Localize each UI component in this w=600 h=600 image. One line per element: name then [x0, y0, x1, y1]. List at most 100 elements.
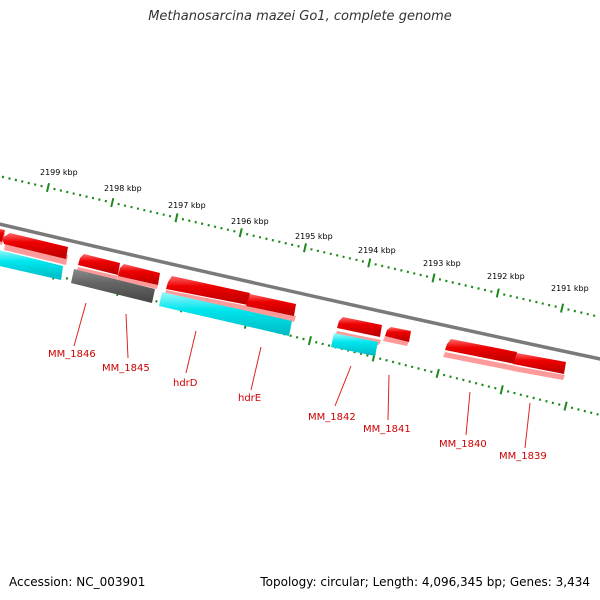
minor-tick [78, 193, 82, 197]
minor-tick [91, 196, 95, 200]
genome-info-text: Topology: circular; Length: 4,096,345 bp… [260, 575, 590, 589]
minor-tick [342, 255, 345, 259]
scale-label-2191: 2191 kbp [551, 284, 589, 293]
scale-label-2194: 2194 kbp [358, 246, 396, 255]
minor-tick [419, 273, 422, 277]
minor-tick [130, 205, 133, 209]
minor-tick [348, 257, 352, 260]
minor-tick [104, 199, 108, 203]
minor-tick [570, 406, 574, 410]
minor-tick [400, 269, 403, 272]
minor-tick [423, 368, 427, 372]
minor-tick [33, 183, 37, 186]
minor-tick [522, 297, 525, 301]
gene-arrow [118, 264, 160, 285]
minor-tick [385, 358, 388, 362]
minor-tick [451, 281, 454, 284]
minor-tick [554, 305, 557, 308]
minor-tick [53, 187, 56, 191]
accession-text: Accession: NC_003901 [9, 575, 146, 589]
major-tick [367, 258, 372, 268]
minor-tick [406, 270, 410, 274]
major-tick [435, 368, 440, 379]
major-tick [431, 273, 436, 283]
minor-tick [455, 377, 459, 380]
scale-label-2192: 2192 kbp [487, 272, 525, 281]
minor-tick [462, 378, 465, 382]
minor-tick [532, 396, 535, 400]
scale-label-2196: 2196 kbp [231, 217, 269, 226]
minor-tick [310, 248, 313, 251]
minor-tick [233, 229, 236, 233]
major-tick [303, 243, 307, 253]
minor-tick [21, 180, 24, 183]
gene-arrow [513, 353, 566, 374]
gene-label-mm1845: MM_1845 [102, 363, 150, 374]
minor-tick [519, 393, 523, 397]
scale-label-2198: 2198 kbp [104, 184, 142, 193]
minor-tick [468, 380, 471, 383]
minor-tick [59, 189, 63, 192]
gene-arrow [443, 352, 516, 371]
gene-arrow [513, 366, 565, 380]
gene-labels: MM_1846 MM_1845 hdrD hdrE MM_1842 MM_184… [48, 349, 547, 462]
minor-tick [136, 207, 140, 210]
minor-tick [509, 294, 512, 298]
minor-tick [387, 266, 390, 269]
minor-tick [188, 219, 191, 223]
minor-tick [85, 195, 88, 198]
minor-tick [284, 241, 287, 245]
scale-label-2199: 2199 kbp [40, 168, 78, 177]
minor-tick [458, 282, 461, 286]
minor-tick [528, 299, 532, 302]
minor-tick [329, 252, 332, 256]
gene-label-hdrd: hdrD [173, 378, 198, 389]
minor-tick [378, 357, 382, 360]
minor-tick [494, 386, 497, 390]
minor-tick [200, 222, 204, 226]
major-tick [560, 303, 565, 313]
minor-tick [547, 303, 551, 307]
minor-tick [168, 214, 172, 218]
minor-tick [245, 232, 249, 236]
minor-tick [14, 178, 18, 182]
gene-block [159, 292, 292, 336]
minor-tick [538, 398, 542, 401]
major-tick [495, 288, 500, 298]
scale-labels: 2199 kbp 2198 kbp 2197 kbp 2196 kbp 2195… [40, 168, 589, 293]
minor-tick [302, 337, 305, 341]
minor-tick [321, 342, 324, 346]
minor-tick [541, 302, 544, 305]
gene-arrow [445, 339, 517, 364]
minor-tick [226, 228, 230, 232]
gene-track-bottom [0, 250, 378, 356]
gene-arrow [246, 306, 296, 322]
gene-arrow [383, 336, 409, 346]
scale-ticks-outer [1, 175, 596, 317]
minor-tick [40, 184, 43, 188]
minor-tick [213, 225, 217, 229]
scale-label-2197: 2197 kbp [168, 201, 206, 210]
minor-tick [149, 210, 152, 213]
major-tick [238, 228, 243, 238]
minor-tick [194, 220, 197, 224]
minor-tick [361, 260, 365, 263]
minor-tick [315, 340, 318, 344]
minor-tick [573, 309, 577, 313]
minor-tick [391, 360, 395, 364]
minor-tick [27, 181, 30, 185]
minor-tick [490, 290, 493, 293]
minor-tick [72, 192, 75, 195]
minor-tick [483, 288, 487, 292]
minor-tick [155, 300, 158, 303]
minor-tick [404, 363, 408, 367]
gene-label-mm1840: MM_1840 [439, 439, 487, 450]
gene-block [71, 269, 155, 303]
gene-arrow [337, 317, 382, 337]
minor-tick [596, 413, 599, 416]
major-tick [46, 182, 50, 193]
minor-tick [156, 211, 159, 215]
minor-tick [558, 403, 561, 406]
major-tick [174, 213, 179, 223]
